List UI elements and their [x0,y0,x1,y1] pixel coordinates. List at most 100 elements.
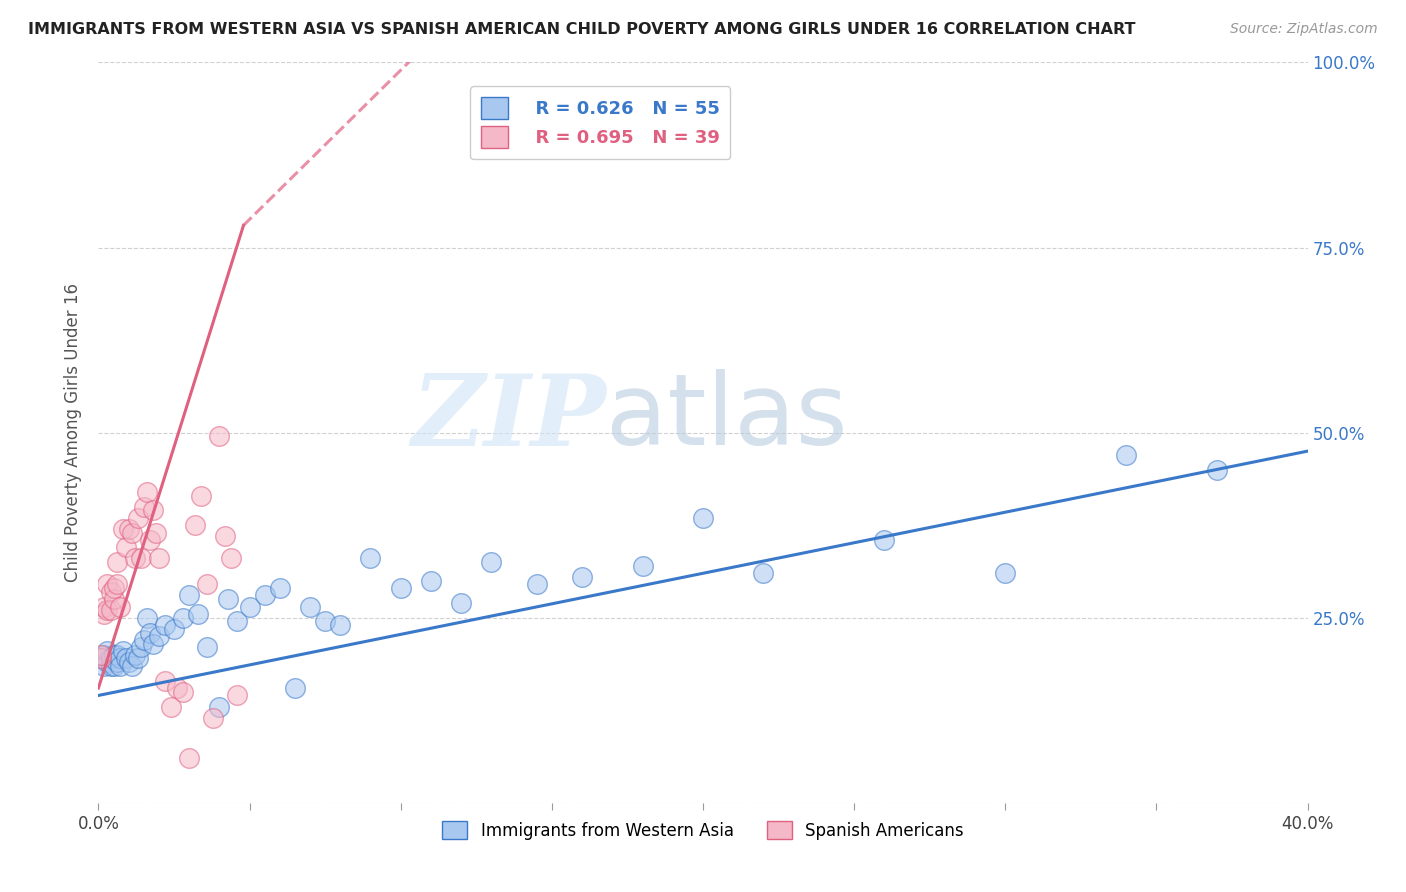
Point [208,699,231,714]
Point [221,551,243,566]
Point [103,592,125,607]
Point [217,592,239,607]
Point [103,658,125,673]
Point [208,429,231,443]
Point [329,618,352,632]
Point [526,577,548,591]
Point [121,658,143,673]
Point [184,518,207,533]
Point [121,525,143,540]
Point [994,566,1017,581]
Point [187,607,209,621]
Point [93,658,115,673]
Point [148,629,170,643]
Point [190,489,212,503]
Point [118,522,141,536]
Point [100,658,122,673]
Point [481,555,503,569]
Point [114,651,136,665]
Point [90,651,112,665]
Point [1115,448,1137,462]
Point [145,525,167,540]
Point [142,637,165,651]
Point [93,607,115,621]
Point [153,673,176,688]
Point [108,599,131,614]
Point [269,581,291,595]
Text: atlas: atlas [606,369,848,467]
Point [571,570,593,584]
Point [214,529,236,543]
Point [132,500,155,514]
Point [105,655,128,669]
Point [124,648,146,662]
Point [148,551,170,566]
Y-axis label: Child Poverty Among Girls Under 16: Child Poverty Among Girls Under 16 [65,283,83,582]
Point [135,610,157,624]
Point [124,551,146,566]
Point [314,615,336,629]
Point [160,699,183,714]
Point [90,648,112,662]
Point [111,522,134,536]
Point [135,484,157,499]
Point [163,622,186,636]
Point [100,603,122,617]
Point [108,658,131,673]
Point [631,558,654,573]
Point [226,615,249,629]
Point [139,533,162,547]
Point [114,541,136,555]
Point [195,640,218,655]
Point [93,648,115,662]
Point [90,651,112,665]
Point [100,651,122,665]
Point [139,625,162,640]
Point [129,640,152,655]
Point [103,581,125,595]
Point [179,589,201,603]
Point [105,577,128,591]
Point [239,599,262,614]
Point [420,574,443,588]
Point [179,751,201,765]
Text: ZIP: ZIP [412,369,606,466]
Point [299,599,322,614]
Point [752,566,775,581]
Point [127,651,149,665]
Point [100,584,122,599]
Point [103,648,125,662]
Point [105,648,128,662]
Point [111,644,134,658]
Point [96,644,118,658]
Point [105,555,128,569]
Point [132,632,155,647]
Point [118,655,141,669]
Point [360,551,382,566]
Text: IMMIGRANTS FROM WESTERN ASIA VS SPANISH AMERICAN CHILD POVERTY AMONG GIRLS UNDER: IMMIGRANTS FROM WESTERN ASIA VS SPANISH … [28,22,1136,37]
Point [172,685,194,699]
Point [692,510,714,524]
Point [284,681,307,695]
Point [127,510,149,524]
Point [172,610,194,624]
Point [873,533,896,547]
Point [96,603,118,617]
Point [108,651,131,665]
Point [253,589,276,603]
Legend: Immigrants from Western Asia, Spanish Americans: Immigrants from Western Asia, Spanish Am… [436,814,970,847]
Point [226,689,249,703]
Point [195,577,218,591]
Text: Source: ZipAtlas.com: Source: ZipAtlas.com [1230,22,1378,37]
Point [96,577,118,591]
Point [450,596,472,610]
Point [1206,462,1229,476]
Point [166,681,188,695]
Point [202,711,225,725]
Point [142,503,165,517]
Point [129,551,152,566]
Point [93,599,115,614]
Point [153,618,176,632]
Point [96,655,118,669]
Point [389,581,412,595]
